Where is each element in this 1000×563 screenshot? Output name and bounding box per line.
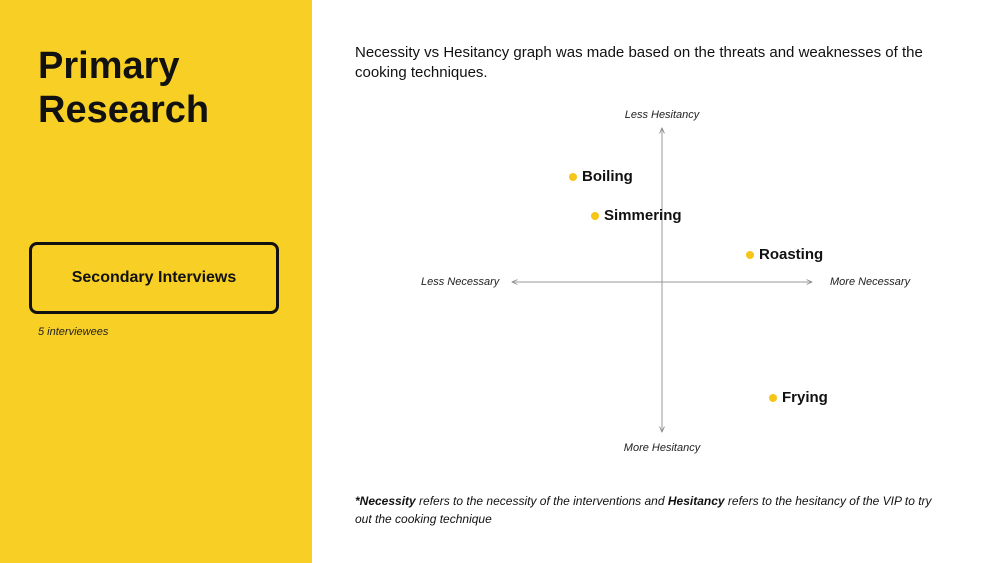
sidebar-panel: Primary Research Secondary Interviews 5 …: [0, 0, 312, 563]
axis-label-more-hesitancy: More Hesitancy: [623, 442, 701, 454]
point-dot: [746, 250, 754, 259]
footnote-text-2: refers to the hesitancy of the VIP to tr…: [355, 494, 932, 526]
point-label-frying: Frying: [782, 389, 828, 406]
point-frying: Frying: [769, 389, 828, 406]
interviewee-count: 5 interviewees: [38, 326, 109, 338]
footnote-term-necessity: *Necessity: [355, 494, 416, 508]
footnote-text-1: refers to the necessity of the intervent…: [415, 494, 668, 508]
intro-text: Necessity vs Hesitancy graph was made ba…: [355, 44, 923, 81]
secondary-interviews-label: Secondary Interviews: [71, 269, 237, 286]
point-label-simmering: Simmering: [604, 207, 682, 224]
point-dot: [569, 172, 577, 181]
point-simmering: Simmering: [591, 207, 682, 224]
quadrant-axes: [400, 100, 940, 470]
point-dot: [591, 211, 599, 220]
page-title: Primary Research: [38, 44, 209, 132]
point-dot: [769, 393, 777, 402]
point-label-boiling: Boiling: [582, 168, 633, 185]
axis-label-less-hesitancy: Less Hesitancy: [624, 109, 700, 121]
axis-label-more-necessary: More Necessary: [830, 276, 911, 288]
footnote-term-hesitancy: Hesitancy: [667, 494, 725, 508]
point-roasting: Roasting: [746, 246, 823, 263]
axis-label-less-necessary: Less Necessary: [421, 276, 500, 288]
title-line-1: Primary: [38, 45, 180, 87]
point-label-roasting: Roasting: [759, 246, 824, 263]
title-line-2: Research: [38, 89, 210, 131]
footnote: *Necessity refers to the necessity of th…: [355, 492, 935, 528]
point-boiling: Boiling: [569, 168, 633, 185]
secondary-interviews-box: Secondary Interviews: [29, 242, 279, 314]
